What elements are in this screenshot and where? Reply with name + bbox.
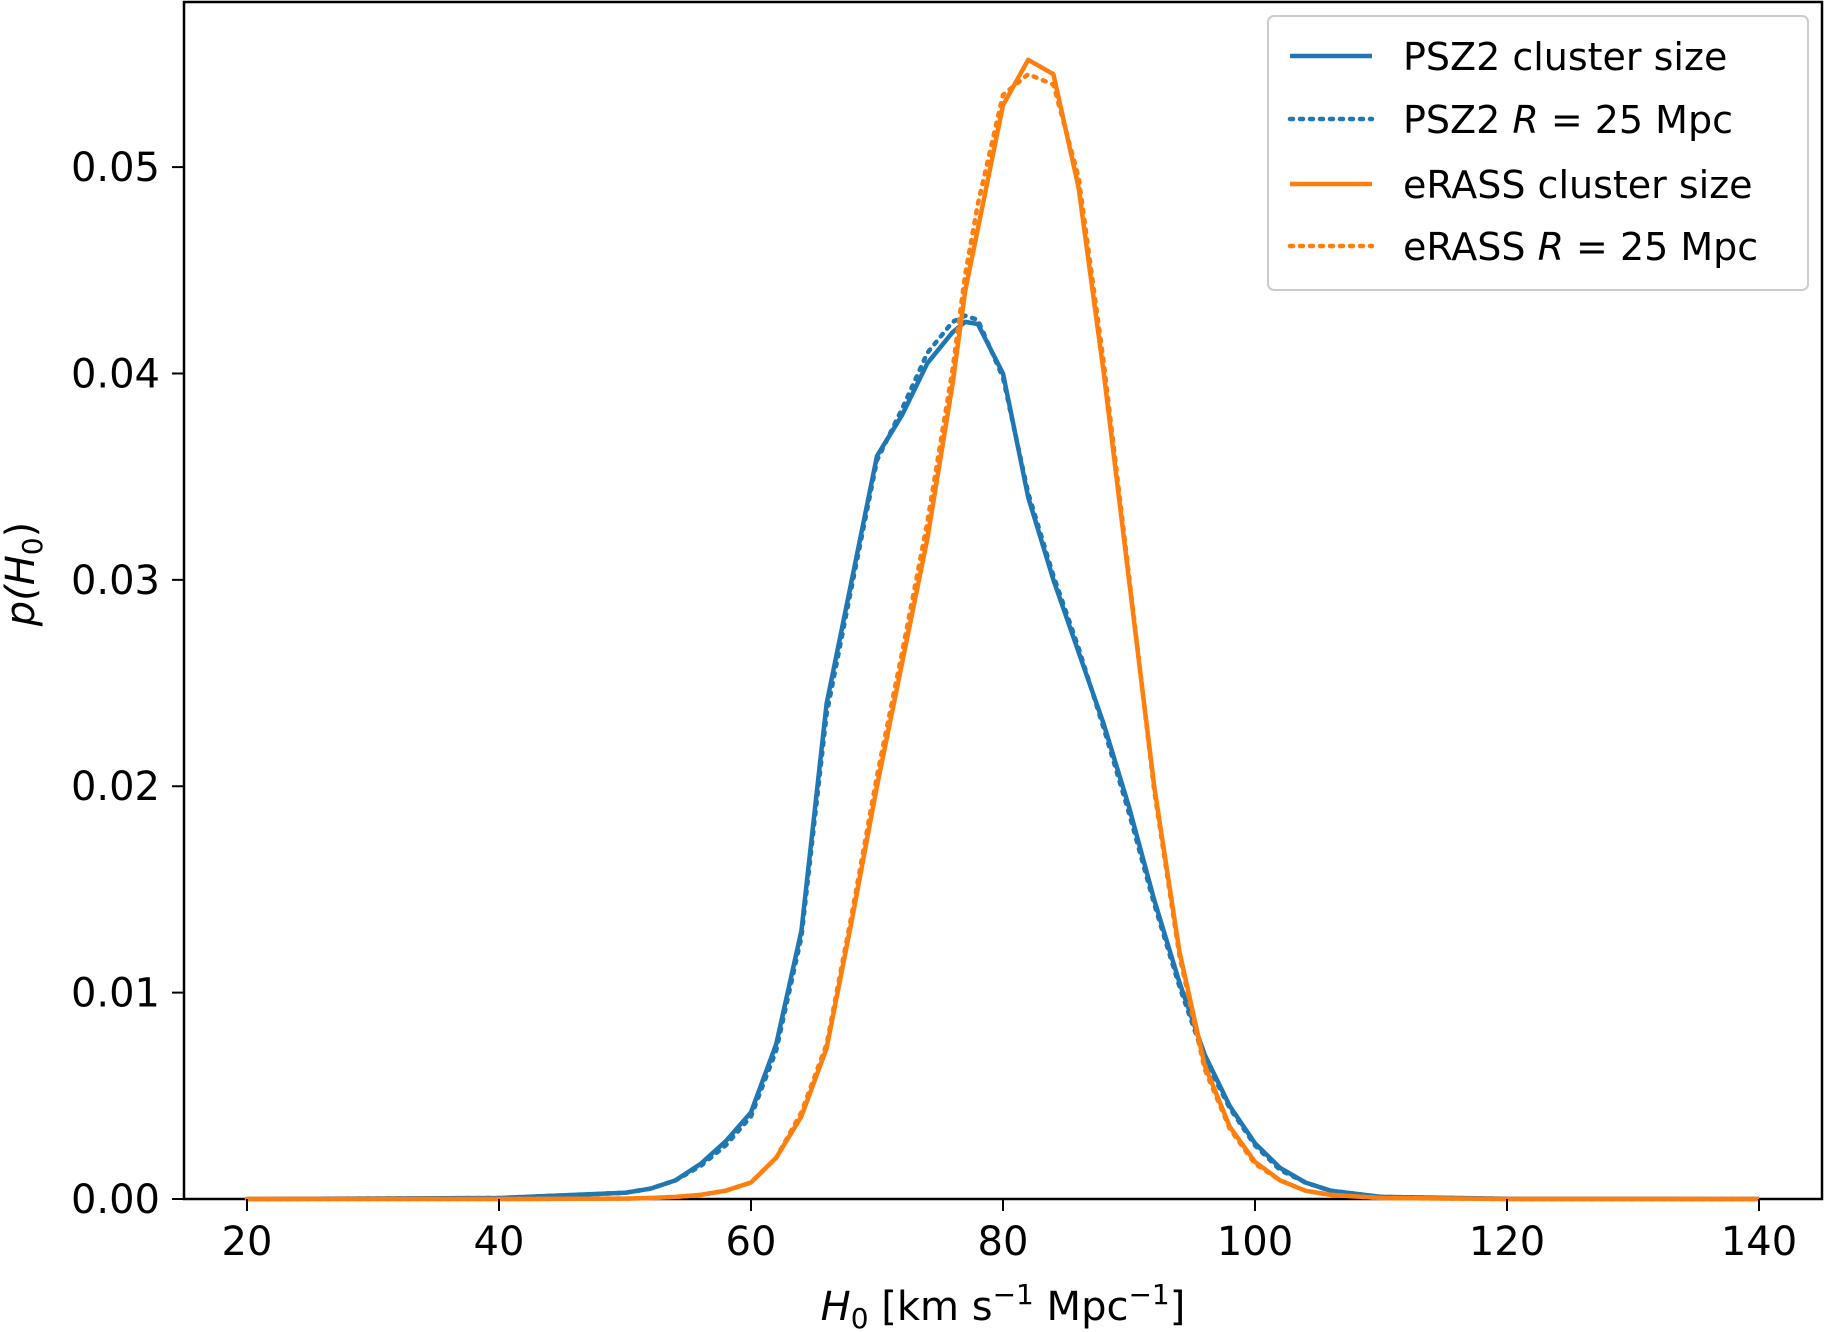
y-tick-label: 0.03 [71,558,160,604]
x-tick: 100 [1217,1199,1293,1265]
legend-label-psz2-cluster: PSZ2 cluster size [1403,35,1727,79]
y-tick-label: 0.02 [71,764,160,810]
x-axis-label-close: ] [1170,1284,1186,1330]
legend-label-erass-r25-symbol: R [1538,225,1564,269]
x-axis-label-units-b: Mpc [1034,1284,1129,1330]
x-tick: 120 [1469,1199,1545,1265]
x-tick: 140 [1721,1199,1797,1265]
legend-label-psz2-r25-symbol: R [1512,98,1538,142]
x-tick: 20 [222,1199,273,1265]
x-tick-label: 80 [978,1219,1029,1265]
y-tick: 0.03 [71,558,184,604]
y-axis-label-p: p( [0,583,44,627]
x-axis: 20 40 60 80 100 120 140 [222,1199,1797,1265]
series-group [244,57,1762,1202]
x-axis-label: H0 [km s−1 Mpc−1] [821,1278,1186,1332]
y-axis-label-symbol: H [0,555,44,585]
y-tick: 0.00 [71,1177,184,1223]
y-axis: 0.00 0.01 0.02 0.03 0.04 0.05 [71,145,184,1223]
legend-label-psz2-r25-prefix: PSZ2 [1403,98,1512,142]
legend-label-psz2-r25: PSZ2 R = 25 Mpc [1403,98,1733,142]
y-tick-label: 0.05 [71,145,160,191]
legend: PSZ2 cluster size PSZ2 R = 25 Mpc eRASS … [1267,15,1809,291]
y-tick-label: 0.04 [71,351,160,397]
x-tick-label: 40 [474,1219,525,1265]
y-tick: 0.05 [71,145,184,191]
legend-label-erass-r25-prefix: eRASS [1403,225,1538,269]
x-axis-label-symbol: H [821,1284,851,1330]
series-line-psz2-r25 [244,313,1762,1202]
y-tick: 0.01 [71,971,184,1017]
x-tick-label: 20 [222,1219,273,1265]
x-axis-label-superscript-1: −1 [993,1278,1034,1311]
x-tick: 80 [978,1199,1029,1265]
x-tick-label: 100 [1217,1219,1293,1265]
x-axis-label-units-a: [km s [869,1284,993,1330]
y-tick-label: 0.01 [71,971,160,1017]
x-tick: 60 [726,1199,777,1265]
x-tick-label: 120 [1469,1219,1545,1265]
x-tick: 40 [474,1199,525,1265]
legend-label-erass-r25-suffix: = 25 Mpc [1564,225,1758,269]
y-tick: 0.02 [71,764,184,810]
y-axis-label-close: ) [0,522,44,538]
series-line-psz2-cluster [246,319,1760,1202]
legend-label-erass-cluster: eRASS cluster size [1403,163,1753,207]
y-tick-label: 0.00 [71,1177,160,1223]
x-axis-label-subscript: 0 [851,1302,869,1332]
y-tick: 0.04 [71,351,184,397]
legend-label-psz2-r25-suffix: = 25 Mpc [1539,98,1733,142]
x-tick-label: 60 [726,1219,777,1265]
legend-label-erass-r25: eRASS R = 25 Mpc [1403,225,1758,269]
x-axis-label-superscript-2: −1 [1128,1278,1169,1311]
x-tick-label: 140 [1721,1219,1797,1265]
legend-box [1267,15,1809,291]
series-line-erass-cluster [247,57,1759,1202]
y-axis-label: p(H0) [0,522,49,628]
y-axis-label-subscript: 0 [16,537,49,555]
